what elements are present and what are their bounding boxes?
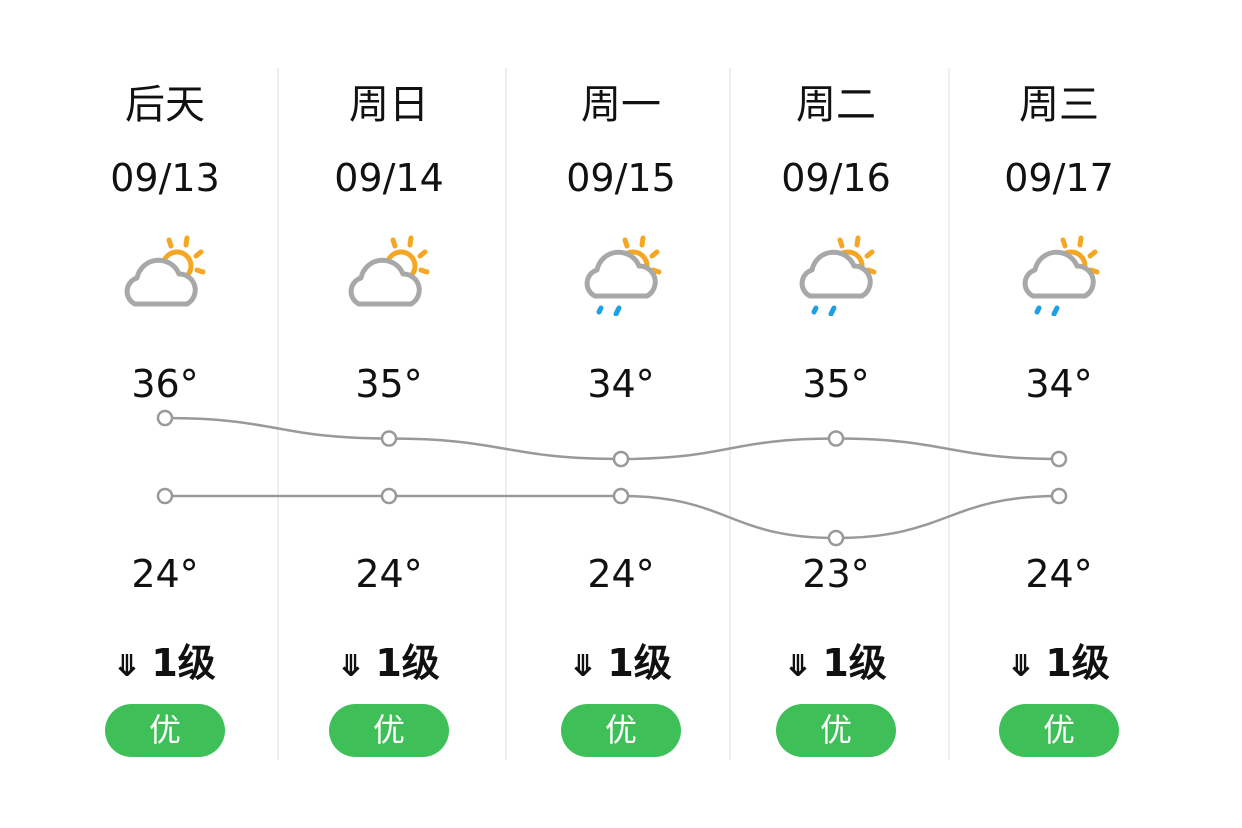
low-temp: 24° — [355, 552, 423, 596]
rain-icon — [811, 305, 837, 317]
high-temp-point — [380, 430, 398, 447]
wind-level: ⤋ 1级 — [1008, 641, 1110, 685]
column-divider — [277, 68, 279, 760]
aqi-badge[interactable]: 优 — [561, 704, 681, 757]
cloud-icon — [799, 249, 873, 299]
low-temp-line — [165, 494, 1060, 540]
sun-shower-icon — [788, 232, 884, 317]
date-label: 09/14 — [334, 156, 444, 200]
weekday-label: 周二 — [796, 82, 876, 128]
low-temp-point — [156, 487, 174, 505]
column-divider — [947, 68, 950, 760]
high-temp: 34° — [587, 362, 655, 406]
high-temp: 35° — [355, 362, 423, 406]
low-temp: 24° — [131, 552, 199, 596]
low-temp-point — [380, 487, 398, 505]
low-temp: 24° — [587, 552, 655, 596]
day-column: 周日 09/14 35° 24° ⤋ 1级 优 — [277, 0, 501, 828]
partly-cloudy-icon — [341, 232, 437, 316]
date-label: 09/13 — [110, 156, 220, 200]
wind-direction-icon: ⤋ — [570, 649, 596, 684]
weekday-label: 周三 — [1019, 82, 1099, 128]
wind-level: ⤋ 1级 — [338, 641, 440, 685]
wind-level: ⤋ 1级 — [785, 641, 887, 685]
wind-direction-icon: ⤋ — [338, 649, 364, 684]
high-temp-line — [164, 416, 1060, 461]
date-label: 09/16 — [781, 156, 891, 200]
cloud-icon — [1022, 249, 1096, 299]
day-column: 周二 09/16 35° 23° ⤋ 1级 优 — [724, 0, 948, 828]
wind-direction-icon: ⤋ — [114, 649, 140, 684]
cloud-icon — [584, 249, 658, 299]
aqi-badge[interactable]: 优 — [105, 704, 225, 757]
high-temp-point — [156, 409, 174, 427]
aqi-badge[interactable]: 优 — [329, 704, 449, 757]
low-temp: 23° — [802, 552, 870, 596]
wind-level: ⤋ 1级 — [570, 641, 672, 685]
wind-direction-icon: ⤋ — [785, 649, 811, 684]
day-column: 后天 09/13 36° 24° ⤋ 1级 优 — [53, 0, 277, 828]
sun-shower-icon — [1011, 232, 1107, 317]
low-temp-point — [827, 529, 845, 547]
sun-shower-icon — [573, 232, 669, 317]
rain-icon — [1034, 305, 1060, 317]
date-label: 09/15 — [566, 156, 676, 200]
wind-level: ⤋ 1级 — [114, 641, 216, 685]
weekday-label: 周一 — [581, 82, 661, 128]
day-column: 周一 09/15 34° 24° ⤋ 1级 优 — [509, 0, 733, 828]
wind-direction-icon: ⤋ — [1008, 649, 1034, 684]
rain-icon — [596, 305, 622, 317]
partly-cloudy-icon — [117, 232, 213, 316]
weekday-label: 周日 — [349, 82, 429, 128]
high-temp-point — [1050, 450, 1068, 468]
aqi-badge[interactable]: 优 — [776, 704, 896, 757]
column-divider — [728, 68, 731, 760]
low-temp: 24° — [1025, 552, 1093, 596]
high-temp: 35° — [802, 362, 870, 406]
high-temp-point — [612, 450, 630, 468]
high-temp: 36° — [131, 362, 199, 406]
date-label: 09/17 — [1004, 156, 1114, 200]
cloud-icon — [348, 257, 422, 307]
low-temp-point — [1050, 487, 1068, 505]
low-temp-point — [612, 487, 630, 505]
high-temp-point — [827, 430, 845, 447]
day-column: 周三 09/17 34° 24° ⤋ 1级 优 — [947, 0, 1171, 828]
aqi-badge[interactable]: 优 — [999, 704, 1119, 757]
high-temp: 34° — [1025, 362, 1093, 406]
column-divider — [505, 68, 507, 760]
cloud-icon — [124, 257, 198, 307]
weekday-label: 后天 — [125, 82, 205, 128]
